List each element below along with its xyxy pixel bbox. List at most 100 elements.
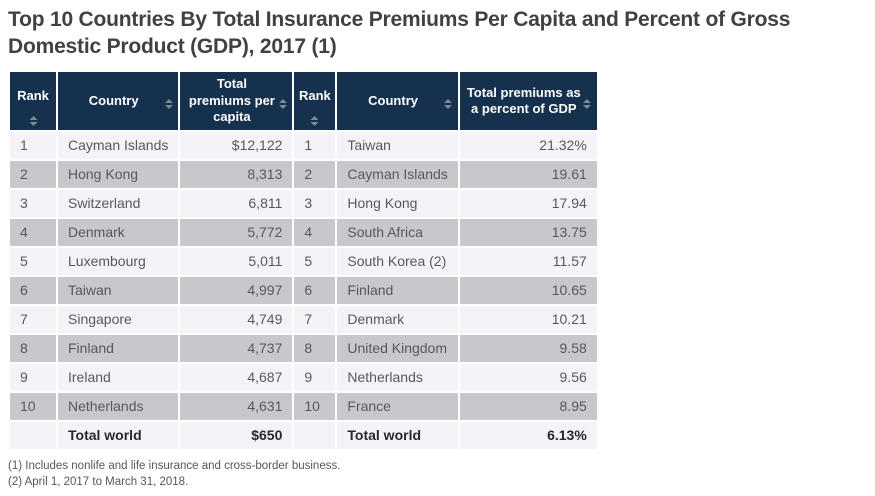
right-country-cell: South Africa <box>337 218 458 246</box>
left-country-cell: Switzerland <box>58 189 179 217</box>
table-body: 1 Cayman Islands $12,122 1 Taiwan 21.32% 2 Hong… <box>10 131 597 420</box>
right-country-cell: Hong Kong <box>337 189 458 217</box>
left-rank-cell: 10 <box>10 392 56 420</box>
right-rank-cell: 10 <box>294 392 336 420</box>
right-country-cell: South Korea (2) <box>337 247 458 275</box>
right-country-cell: Cayman Islands <box>337 160 458 188</box>
header-label: Rank <box>298 87 331 103</box>
left-value-cell: 8,313 <box>180 160 293 188</box>
sort-icon <box>444 99 453 109</box>
left-value-cell: 4,749 <box>180 305 293 333</box>
left-country-cell: Taiwan <box>58 276 179 304</box>
header-label: Country <box>368 92 418 108</box>
right-rank-cell: 4 <box>294 218 336 246</box>
header-label: Total premiums per capita <box>188 76 275 124</box>
header-label: Rank <box>17 87 49 103</box>
header-country-left[interactable]: Country <box>58 71 179 130</box>
left-rank-cell: 9 <box>10 363 56 391</box>
left-country-cell: Hong Kong <box>58 160 179 188</box>
left-country-cell: Netherlands <box>58 392 179 420</box>
right-rank-cell: 8 <box>294 334 336 362</box>
left-value-cell: 4,997 <box>180 276 293 304</box>
table-row: 6 Taiwan 4,997 6 Finland 10.65 <box>10 276 597 304</box>
footnotes: (1) Includes nonlife and life insurance … <box>8 458 867 491</box>
total-value-percent-gdp: 6.13% <box>459 421 597 449</box>
left-country-cell: Singapore <box>58 305 179 333</box>
left-value-cell: 6,811 <box>180 189 293 217</box>
header-premiums-per-capita[interactable]: Total premiums per capita <box>180 71 293 130</box>
header-premiums-percent-gdp[interactable]: Total premiums as a percent of GDP <box>459 71 597 130</box>
total-rank-right-cell <box>294 421 336 449</box>
table-row: 4 Denmark 5,772 4 South Africa 13.75 <box>10 218 597 246</box>
left-rank-cell: 5 <box>10 247 56 275</box>
left-rank-cell: 6 <box>10 276 56 304</box>
header-row: Rank Country Total premiums per capita R… <box>10 71 597 130</box>
footnote-2: (2) April 1, 2017 to March 31, 2018. <box>8 476 189 489</box>
footnote-1: (1) Includes nonlife and life insurance … <box>8 459 341 472</box>
right-rank-cell: 5 <box>294 247 336 275</box>
sort-icon <box>583 99 592 109</box>
left-rank-cell: 2 <box>10 160 56 188</box>
insurance-premiums-table: Rank Country Total premiums per capita R… <box>8 70 599 451</box>
right-value-cell: 8.95 <box>459 392 597 420</box>
right-country-cell: Finland <box>337 276 458 304</box>
right-rank-cell: 2 <box>294 160 336 188</box>
left-value-cell: 4,737 <box>180 334 293 362</box>
right-rank-cell: 7 <box>294 305 336 333</box>
left-rank-cell: 4 <box>10 218 56 246</box>
left-country-cell: Cayman Islands <box>58 131 179 159</box>
left-rank-cell: 7 <box>10 305 56 333</box>
right-value-cell: 10.21 <box>459 305 597 333</box>
right-rank-cell: 9 <box>294 363 336 391</box>
header-country-right[interactable]: Country <box>337 71 458 130</box>
left-rank-cell: 8 <box>10 334 56 362</box>
total-value-per-capita: $650 <box>180 421 293 449</box>
right-rank-cell: 3 <box>294 189 336 217</box>
left-rank-cell: 1 <box>10 131 56 159</box>
left-rank-cell: 3 <box>10 189 56 217</box>
table-row: 7 Singapore 4,749 7 Denmark 10.21 <box>10 305 597 333</box>
table-row: 8 Finland 4,737 8 United Kingdom 9.58 <box>10 334 597 362</box>
total-label-left: Total world <box>58 421 179 449</box>
header-rank-left[interactable]: Rank <box>10 71 56 130</box>
right-country-cell: Taiwan <box>337 131 458 159</box>
total-label-right: Total world <box>337 421 458 449</box>
table-row: 1 Cayman Islands $12,122 1 Taiwan 21.32% <box>10 131 597 159</box>
page-title: Top 10 Countries By Total Insurance Prem… <box>8 8 791 58</box>
table-row: 2 Hong Kong 8,313 2 Cayman Islands 19.61 <box>10 160 597 188</box>
sort-icon <box>278 99 287 109</box>
right-value-cell: 19.61 <box>459 160 597 188</box>
right-country-cell: United Kingdom <box>337 334 458 362</box>
header-label: Total premiums as a percent of GDP <box>466 84 581 116</box>
right-rank-cell: 1 <box>294 131 336 159</box>
sort-icon <box>310 116 319 126</box>
table-footer: Total world $650 Total world 6.13% <box>10 421 597 449</box>
table-row: 10 Netherlands 4,631 10 France 8.95 <box>10 392 597 420</box>
right-country-cell: Netherlands <box>337 363 458 391</box>
table-row: 9 Ireland 4,687 9 Netherlands 9.56 <box>10 363 597 391</box>
header-rank-right[interactable]: Rank <box>294 71 336 130</box>
left-country-cell: Luxembourg <box>58 247 179 275</box>
sort-icon <box>29 116 38 126</box>
left-value-cell: 4,631 <box>180 392 293 420</box>
left-value-cell: 5,011 <box>180 247 293 275</box>
right-value-cell: 10.65 <box>459 276 597 304</box>
sort-icon <box>164 99 173 109</box>
right-value-cell: 9.56 <box>459 363 597 391</box>
table-row: 3 Switzerland 6,811 3 Hong Kong 17.94 <box>10 189 597 217</box>
right-rank-cell: 6 <box>294 276 336 304</box>
right-country-cell: Denmark <box>337 305 458 333</box>
left-country-cell: Denmark <box>58 218 179 246</box>
right-value-cell: 21.32% <box>459 131 597 159</box>
right-value-cell: 13.75 <box>459 218 597 246</box>
left-country-cell: Ireland <box>58 363 179 391</box>
total-rank-left-cell <box>10 421 56 449</box>
right-value-cell: 17.94 <box>459 189 597 217</box>
table-row: 5 Luxembourg 5,011 5 South Korea (2) 11.57 <box>10 247 597 275</box>
left-value-cell: 5,772 <box>180 218 293 246</box>
right-value-cell: 9.58 <box>459 334 597 362</box>
left-value-cell: $12,122 <box>180 131 293 159</box>
left-value-cell: 4,687 <box>180 363 293 391</box>
header-label: Country <box>88 92 139 108</box>
